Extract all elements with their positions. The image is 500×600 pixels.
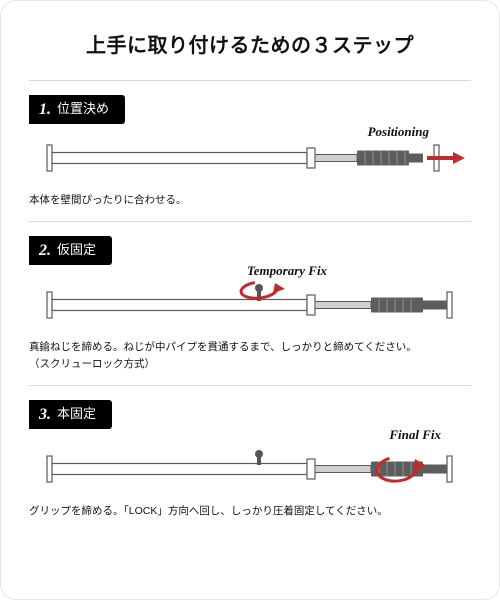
- step-1-header: 1. 位置決め: [29, 95, 125, 124]
- step-3-header: 3. 本固定: [29, 400, 112, 429]
- step-2-header: 2. 仮固定: [29, 236, 112, 265]
- page: 上手に取り付けるための３ステップ 1. 位置決め Positioning: [0, 0, 500, 600]
- step-2-caption: 真鍮ねじを締める。ねじが中パイプを貫通するまで、しっかりと締めてください。 （ス…: [29, 339, 471, 373]
- step-1-caption: 本体を壁間ぴったりに合わせる。: [29, 192, 471, 209]
- divider-top: [29, 80, 471, 81]
- step-3-caption: グリップを締める。「LOCK」方向へ回し、しっかり圧着固定してください。: [29, 503, 471, 520]
- divider-2: [29, 385, 471, 386]
- step-1-label-jp: 位置決め: [57, 101, 109, 116]
- step-2: 2. 仮固定 Temporary Fix: [29, 236, 471, 373]
- step-3-diagram: Final Fix: [29, 433, 471, 499]
- step-3-number: 3.: [39, 406, 51, 423]
- step-1-label-en: Positioning: [368, 124, 429, 140]
- step-3-label-en: Final Fix: [389, 427, 441, 443]
- divider-1: [29, 221, 471, 222]
- step-1-diagram: Positioning: [29, 128, 471, 188]
- step-1-number: 1.: [39, 101, 51, 118]
- step-3-label-jp: 本固定: [57, 406, 96, 421]
- step-1: 1. 位置決め Positioning: [29, 95, 471, 209]
- step-3: 3. 本固定 Final Fix: [29, 400, 471, 520]
- page-title: 上手に取り付けるための３ステップ: [29, 29, 471, 58]
- step-2-label-jp: 仮固定: [57, 242, 96, 257]
- step-2-diagram: Temporary Fix: [29, 269, 471, 335]
- step-2-label-en: Temporary Fix: [247, 263, 327, 279]
- step-2-number: 2.: [39, 242, 51, 259]
